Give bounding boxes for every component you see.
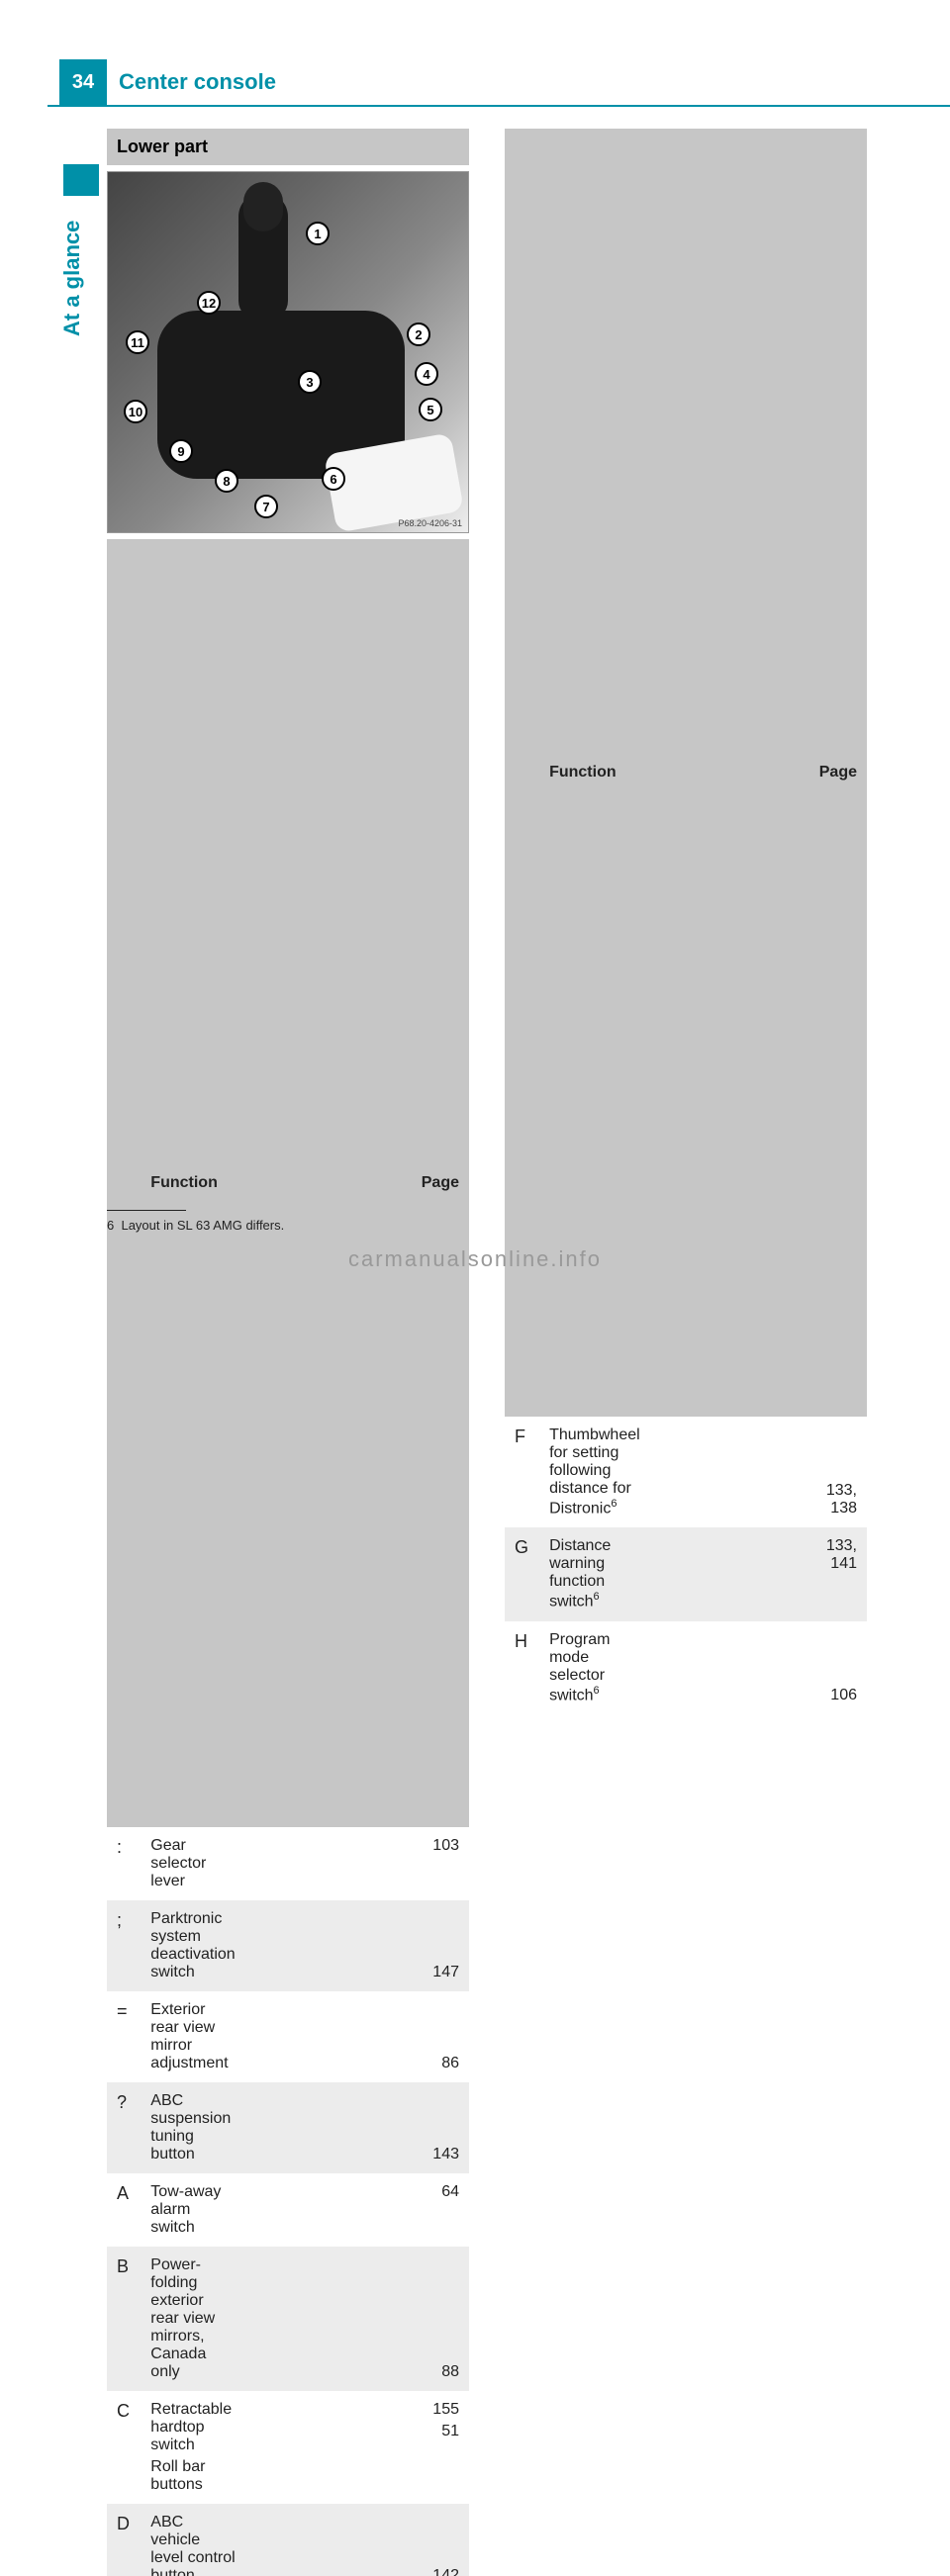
table-row: D ABC vehicle level control button 142 xyxy=(107,2504,469,2576)
row-page: 133, 138 xyxy=(650,1417,867,1527)
page-number: 34 xyxy=(72,71,94,94)
row-page: 88 xyxy=(245,2247,469,2391)
row-index: F xyxy=(505,1417,539,1527)
lower-part-heading: Lower part xyxy=(107,129,469,165)
row-index: = xyxy=(107,1991,141,2082)
section-label: At a glance xyxy=(59,221,85,336)
row-function: ABC vehicle level control button xyxy=(141,2504,244,2576)
footnote-num: 6 xyxy=(107,1218,114,1233)
table-row: B Power-folding exterior rear view mirro… xyxy=(107,2247,469,2391)
callout-2: 2 xyxy=(407,322,430,346)
callout-3: 3 xyxy=(298,370,322,394)
row-function: Retractable hardtop switch Roll bar butt… xyxy=(141,2391,244,2504)
callout-11: 11 xyxy=(126,330,149,354)
row-page: 106 xyxy=(650,1621,867,1714)
row-index: G xyxy=(505,1527,539,1620)
callout-1: 1 xyxy=(306,222,330,245)
col-blank xyxy=(107,539,141,1827)
left-column: Lower part 1 2 3 4 5 6 7 8 9 10 11 12 P6… xyxy=(107,129,469,2576)
row-page: 142 xyxy=(245,2504,469,2576)
row-index: D xyxy=(107,2504,141,2576)
right-function-table: Function Page F Thumbwheel for setting f… xyxy=(505,129,867,1714)
table-row: H Program mode selector switch6 106 xyxy=(505,1621,867,1714)
col-page: Page xyxy=(650,129,867,1417)
row-index: : xyxy=(107,1827,141,1900)
table-row: G Distance warning function switch6 133,… xyxy=(505,1527,867,1620)
row-function: ABC suspension tuning button xyxy=(141,2082,244,2173)
page-header: 34 Center console xyxy=(107,59,891,105)
footnote-rule xyxy=(107,1210,186,1211)
row-page-line2: 51 xyxy=(255,2423,459,2440)
content-columns: Lower part 1 2 3 4 5 6 7 8 9 10 11 12 P6… xyxy=(107,129,891,2576)
table-row: ; Parktronic system deactivation switch … xyxy=(107,1900,469,1991)
col-blank xyxy=(505,129,539,1417)
row-page: 133, 141 xyxy=(650,1527,867,1620)
row-function-text: Distance warning function switch xyxy=(549,1537,611,1610)
row-index: ; xyxy=(107,1900,141,1991)
row-function: Thumbwheel for setting following distanc… xyxy=(539,1417,650,1527)
row-index: H xyxy=(505,1621,539,1714)
row-index: ? xyxy=(107,2082,141,2173)
row-function-line1: Retractable hardtop switch xyxy=(150,2401,232,2453)
row-function-text: Thumbwheel for setting following distanc… xyxy=(549,1426,640,1517)
callout-10: 10 xyxy=(124,400,147,423)
watermark: carmanualsonline.info xyxy=(0,1246,950,1272)
callout-9: 9 xyxy=(169,439,193,463)
callout-12: 12 xyxy=(197,291,221,315)
table-row: C Retractable hardtop switch Roll bar bu… xyxy=(107,2391,469,2504)
row-page: 86 xyxy=(245,1991,469,2082)
table-row: F Thumbwheel for setting following dista… xyxy=(505,1417,867,1527)
footnote-marker: 6 xyxy=(594,1685,600,1697)
left-function-table: Function Page : Gear selector lever 103 … xyxy=(107,539,469,2576)
center-console-diagram: 1 2 3 4 5 6 7 8 9 10 11 12 P68.20-4206-3… xyxy=(107,171,469,533)
row-function: Distance warning function switch6 xyxy=(539,1527,650,1620)
callout-7: 7 xyxy=(254,495,278,518)
table-row: = Exterior rear view mirror adjustment 8… xyxy=(107,1991,469,2082)
diagram-caption: P68.20-4206-31 xyxy=(398,518,462,528)
row-function-text: Program mode selector switch xyxy=(549,1631,610,1703)
footnote-marker: 6 xyxy=(594,1591,600,1603)
table-header-row: Function Page xyxy=(107,539,469,1827)
row-index: C xyxy=(107,2391,141,2504)
callout-5: 5 xyxy=(419,398,442,421)
header-title: Center console xyxy=(107,69,276,95)
col-page: Page xyxy=(245,539,469,1827)
gear-shifter-shape xyxy=(238,192,288,321)
row-function: Exterior rear view mirror adjustment xyxy=(141,1991,244,2082)
page-number-box: 34 xyxy=(59,59,107,105)
row-index: B xyxy=(107,2247,141,2391)
table-row: A Tow-away alarm switch 64 xyxy=(107,2173,469,2247)
row-index: A xyxy=(107,2173,141,2247)
right-column: Function Page F Thumbwheel for setting f… xyxy=(505,129,867,2576)
row-page: 64 xyxy=(245,2173,469,2247)
row-page: 147 xyxy=(245,1900,469,1991)
row-function: Tow-away alarm switch xyxy=(141,2173,244,2247)
footnote: 6 Layout in SL 63 AMG differs. xyxy=(107,1218,284,1233)
row-function: Power-folding exterior rear view mirrors… xyxy=(141,2247,244,2391)
footnote-text: Layout in SL 63 AMG differs. xyxy=(121,1218,284,1233)
col-function: Function xyxy=(141,539,244,1827)
callout-8: 8 xyxy=(215,469,238,493)
row-page: 103 xyxy=(245,1827,469,1900)
callout-4: 4 xyxy=(415,362,438,386)
table-row: ? ABC suspension tuning button 143 xyxy=(107,2082,469,2173)
header-underline xyxy=(48,105,950,107)
row-page: 155 51 xyxy=(245,2391,469,2504)
side-tab xyxy=(63,164,99,196)
manual-page: 34 Center console At a glance Lower part… xyxy=(0,0,950,1288)
row-function: Program mode selector switch6 xyxy=(539,1621,650,1714)
row-page-line1: 155 xyxy=(432,2401,459,2418)
row-page: 143 xyxy=(245,2082,469,2173)
table-header-row: Function Page xyxy=(505,129,867,1417)
row-function: Parktronic system deactivation switch xyxy=(141,1900,244,1991)
callout-6: 6 xyxy=(322,467,345,491)
col-function: Function xyxy=(539,129,650,1417)
footnote-marker: 6 xyxy=(611,1498,617,1510)
table-row: : Gear selector lever 103 xyxy=(107,1827,469,1900)
row-function: Gear selector lever xyxy=(141,1827,244,1900)
row-function-line2: Roll bar buttons xyxy=(150,2458,235,2494)
